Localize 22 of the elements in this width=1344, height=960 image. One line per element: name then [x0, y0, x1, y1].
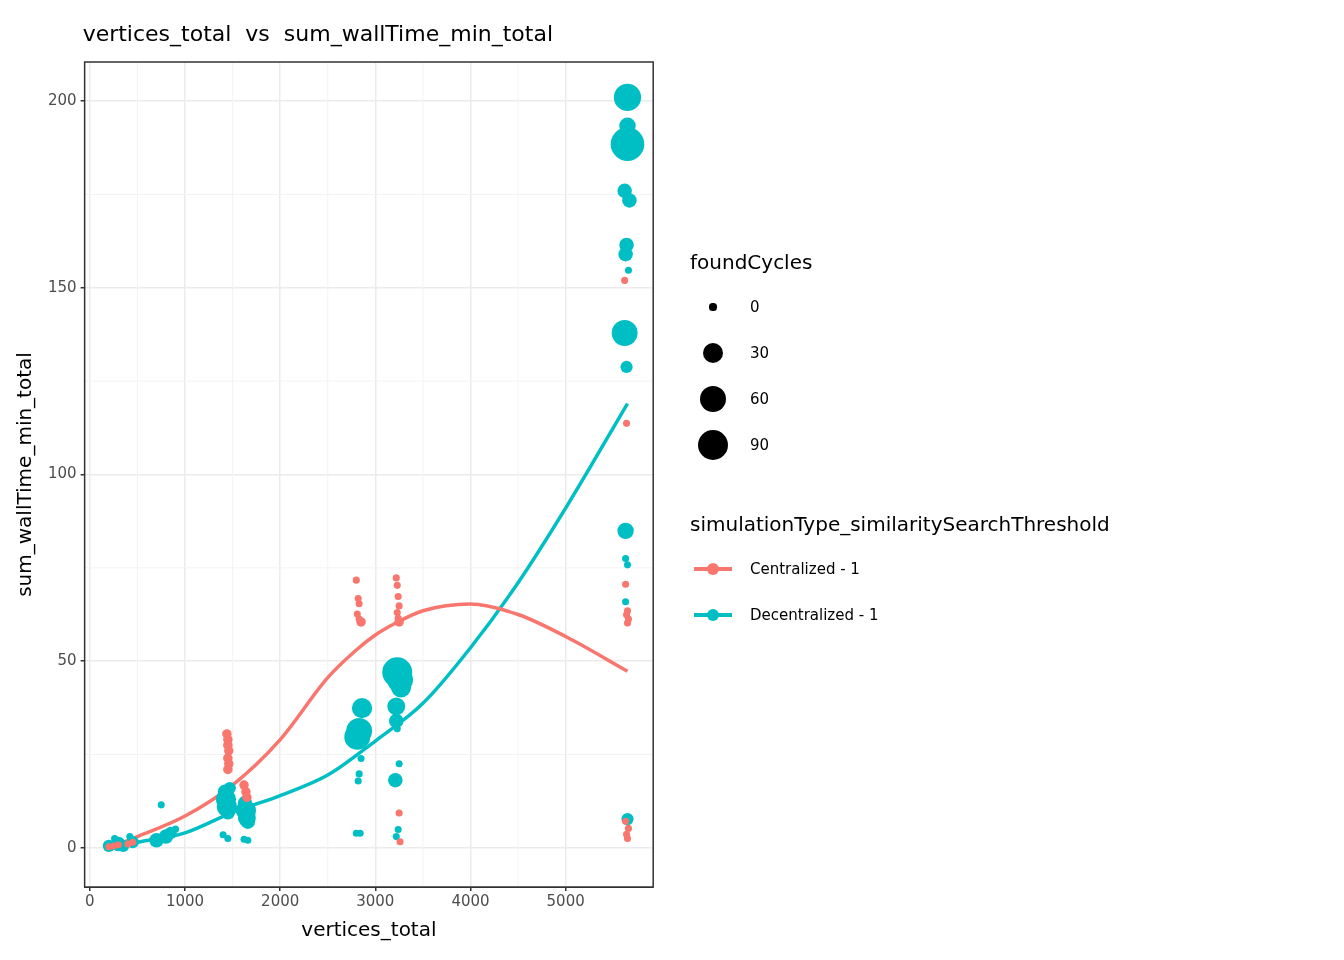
legend-title: simulationType_similaritySearchThreshold: [690, 512, 1110, 536]
chart-title: vertices_total vs sum_wallTime_min_total: [82, 21, 553, 47]
y-tick-label: 200: [47, 91, 77, 110]
y-tick-label: 150: [47, 277, 77, 296]
legend-label: Decentralized - 1: [750, 606, 879, 624]
x-tick-label: 3000: [356, 891, 395, 910]
x-axis-title: vertices_total: [301, 917, 437, 942]
x-tick-label: 4000: [451, 891, 490, 910]
y-tick-label: 50: [57, 651, 77, 670]
legend-label: 90: [750, 436, 770, 454]
x-tick-label: 5000: [546, 891, 585, 910]
x-tick-label: 0: [85, 891, 95, 910]
y-axis-title: sum_wallTime_min_total: [12, 352, 37, 597]
legend-label: 30: [750, 344, 770, 362]
text: foundCycles: [690, 250, 814, 274]
legend-label: 0: [750, 298, 760, 316]
y-tick-label: 100: [47, 464, 77, 483]
x-tick-label: 2000: [261, 891, 300, 910]
x-tick-label: 1000: [165, 891, 205, 910]
legend-label: 60: [750, 390, 770, 408]
y-tick-label: 0: [67, 837, 77, 856]
legend-label: Centralized - 1: [750, 560, 860, 578]
